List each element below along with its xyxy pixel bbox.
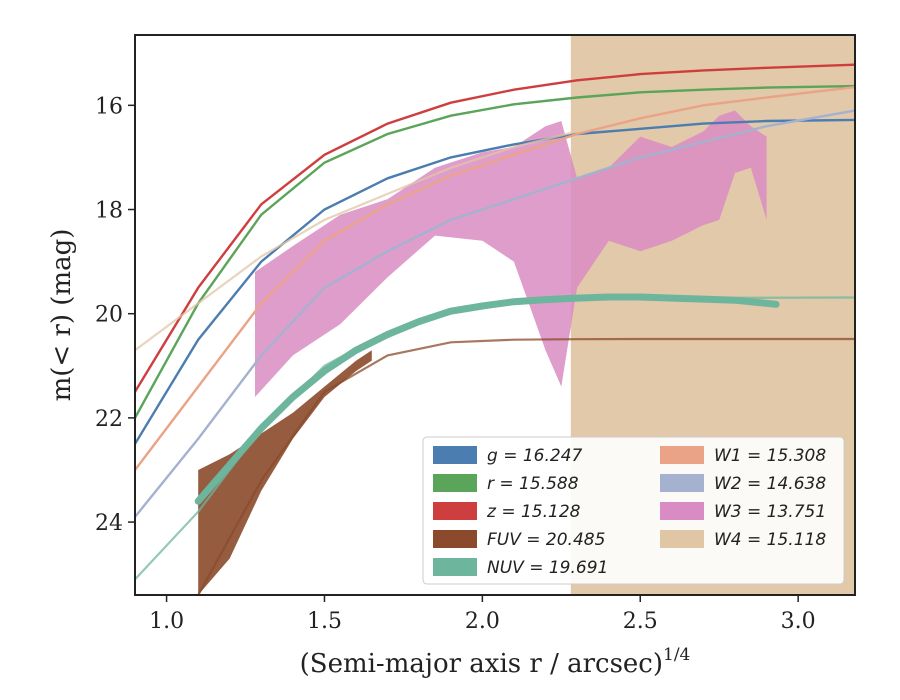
x-tick-label: 3.0 xyxy=(781,609,816,634)
legend-label-g: g = 16.247 xyxy=(487,446,583,466)
x-tick-label: 1.0 xyxy=(149,609,184,634)
series-w3-band xyxy=(255,110,767,397)
legend-label-w2: W2 = 14.638 xyxy=(714,474,826,494)
y-tick-label: 22 xyxy=(95,407,123,432)
x-tick-label: 2.5 xyxy=(623,609,658,634)
legend: g = 16.247 r = 15.588 z = 15.128 FUV = 20.4… xyxy=(422,436,845,585)
x-axis-label: (Semi-major axis r / arcsec)1/4 xyxy=(300,645,691,679)
legend-swatch-w1 xyxy=(660,446,704,464)
series-w1-line xyxy=(135,85,855,472)
legend-swatch-fuv xyxy=(433,530,477,548)
legend-label-fuv: FUV = 20.485 xyxy=(487,530,605,550)
axis-ticks: 1.0 1.5 2.0 2.5 3.0 16 18 20 22 24 xyxy=(95,94,816,634)
series-fuv-curve xyxy=(197,337,855,595)
legend-swatch-g xyxy=(433,446,477,464)
legend-swatch-w2 xyxy=(660,474,704,492)
legend-label-w4: W4 = 15.118 xyxy=(714,530,826,550)
series-z-line xyxy=(135,63,855,393)
series-nuv-curve xyxy=(135,296,855,581)
legend-swatch-nuv xyxy=(433,558,477,576)
legend-label-z: z = 15.128 xyxy=(486,502,581,522)
legend-label-w1: W1 = 15.308 xyxy=(714,446,826,466)
y-tick-label: 20 xyxy=(95,303,123,328)
plot-frame xyxy=(134,34,856,596)
legend-label-w3: W3 = 13.751 xyxy=(714,502,826,522)
y-tick-label: 24 xyxy=(95,511,123,536)
legend-swatch-r xyxy=(433,474,477,492)
series-w2-line xyxy=(135,109,855,519)
legend-box xyxy=(422,436,845,585)
x-tick-label: 1.5 xyxy=(307,609,342,634)
series-fuv-band xyxy=(198,350,372,595)
legend-swatch-z xyxy=(433,502,477,520)
series-w4-curve xyxy=(135,130,578,352)
series-g-line xyxy=(135,118,855,446)
legend-swatch-w3 xyxy=(660,502,704,520)
series-r-line xyxy=(135,84,855,420)
y-tick-label: 16 xyxy=(95,94,123,119)
y-tick-label: 18 xyxy=(95,199,123,224)
x-tick-label: 2.0 xyxy=(465,609,500,634)
legend-swatch-w4 xyxy=(660,530,704,548)
legend-label-r: r = 15.588 xyxy=(487,474,579,494)
y-axis-label: m(< r) (mag) xyxy=(47,229,77,402)
legend-label-nuv: NUV = 19.691 xyxy=(487,558,608,578)
